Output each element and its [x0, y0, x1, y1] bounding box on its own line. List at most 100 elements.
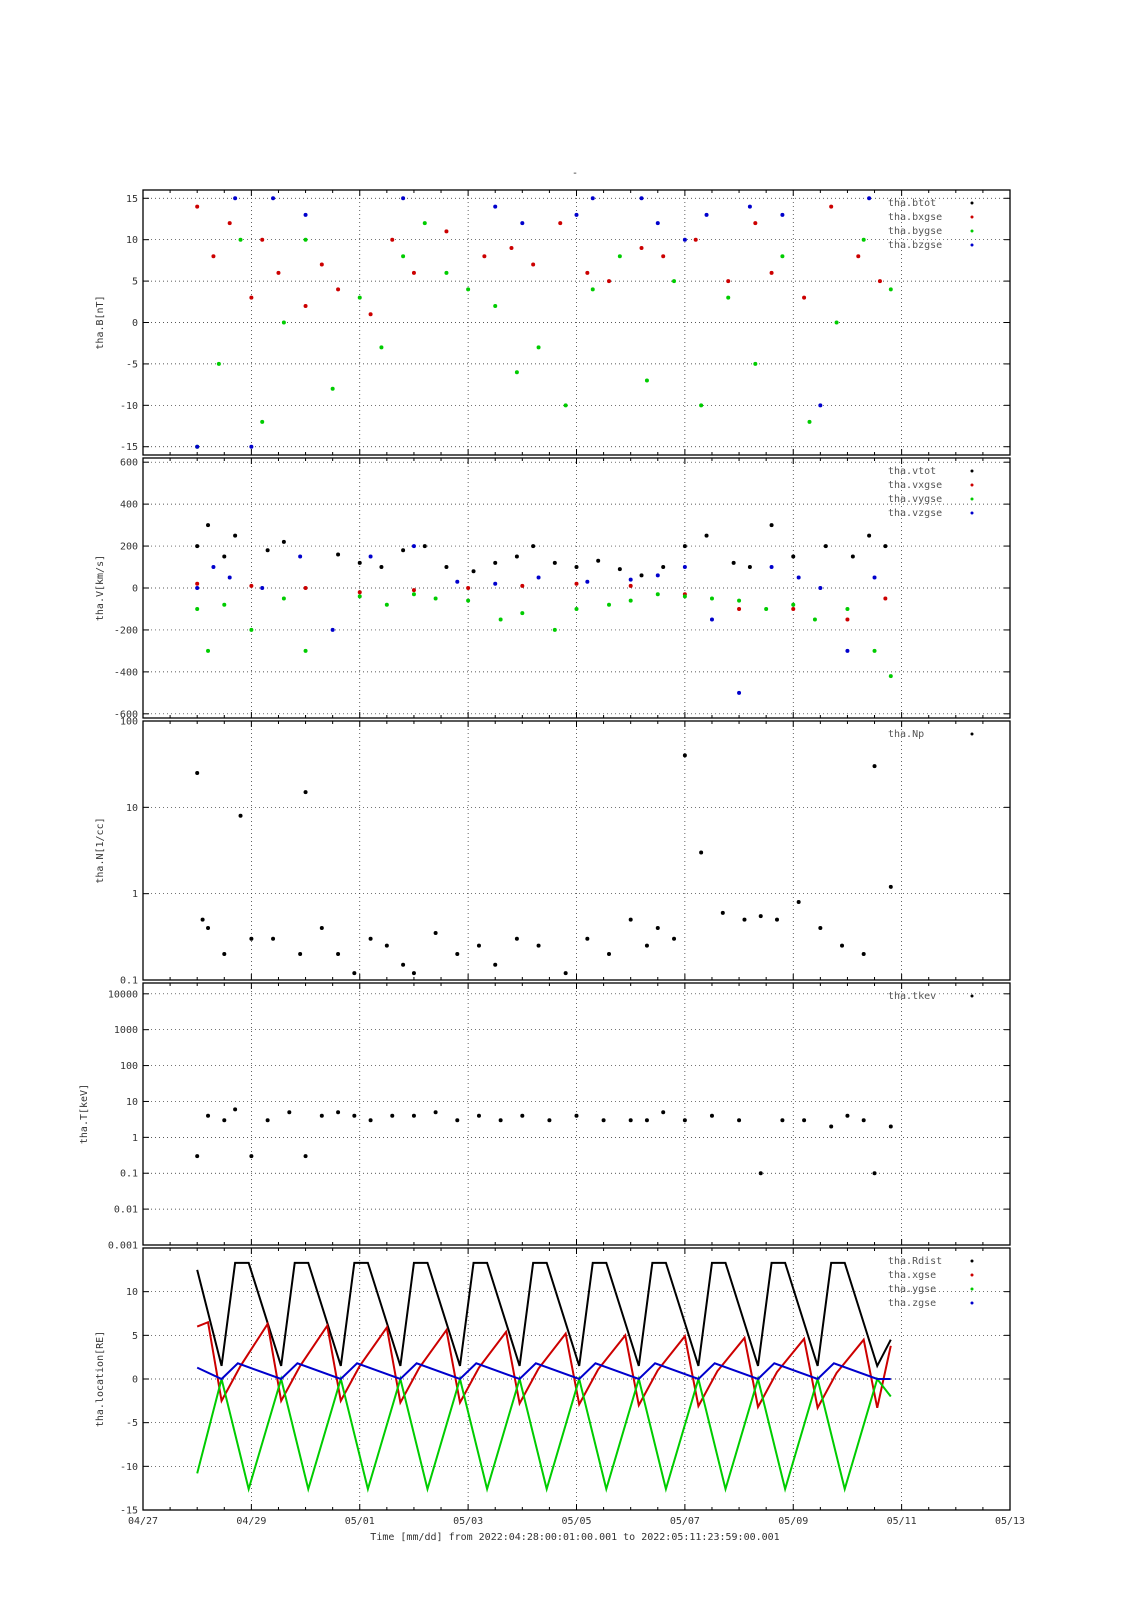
data-point-tha-bygse: [780, 254, 785, 259]
data-point-tha-vzgse: [227, 575, 232, 580]
data-point-tha-Np: [644, 943, 649, 948]
data-point-tha-vtot: [336, 552, 341, 557]
data-point-tha-tkev: [411, 1113, 416, 1118]
legend-entry: tha.bygse: [888, 226, 942, 237]
y-tick-label: 0: [132, 318, 138, 329]
data-point-tha-bxgse: [531, 262, 536, 267]
data-point-tha-Np: [720, 910, 725, 915]
y-tick-label: 400: [120, 500, 138, 511]
x-tick-label: 05/13: [995, 1516, 1025, 1527]
data-point-tha-vzgse: [769, 565, 774, 570]
data-point-tha-bxgse: [607, 279, 612, 284]
data-point-tha-vygse: [737, 598, 742, 603]
data-point-tha-vtot: [617, 567, 622, 572]
data-point-tha-Np: [536, 943, 541, 948]
data-point-tha-vxgse: [791, 606, 796, 611]
data-point-tha-tkev: [476, 1113, 481, 1118]
data-point-tha-bygse: [493, 303, 498, 308]
data-point-tha-bxgse: [482, 254, 487, 259]
data-point-tha-bygse: [536, 345, 541, 350]
data-point-tha-bygse: [260, 419, 265, 424]
data-point-tha-vzgse: [195, 586, 200, 590]
panels-group: 151050-5-10-15tha.B[nT]tha.btottha.bxgse…: [79, 189, 1011, 1517]
data-point-tha-tkev: [547, 1118, 552, 1123]
legend-marker: [970, 469, 974, 473]
data-point-tha-vtot: [357, 560, 362, 565]
x-axis-title: Time [mm/dd] from 2022:04:28:00:01:00.00…: [370, 1532, 779, 1543]
data-point-tha-vygse: [303, 648, 308, 653]
data-point-tha-Np: [319, 926, 324, 931]
data-point-tha-vxgse: [845, 617, 850, 622]
data-point-tha-vzgse: [455, 579, 460, 584]
y-tick-label: 0.01: [114, 1205, 138, 1216]
data-point-tha-vtot: [639, 573, 644, 578]
data-point-tha-vygse: [574, 606, 579, 611]
legend-entry: tha.Np: [888, 729, 924, 740]
data-point-tha-vtot: [444, 565, 449, 570]
y-tick-label: 200: [120, 542, 138, 553]
data-point-tha-Np: [352, 971, 357, 976]
data-point-tha-tkev: [249, 1154, 254, 1159]
y-tick-label: -600: [114, 709, 138, 720]
data-point-tha-vygse: [682, 594, 687, 599]
y-tick-label: 600: [120, 458, 138, 469]
legend-marker: [970, 1273, 974, 1277]
panel-frame: [142, 1247, 1011, 1511]
data-point-tha-Np: [796, 900, 801, 905]
legend-marker: [970, 201, 974, 205]
data-point-tha-vzgse: [585, 579, 590, 584]
data-point-tha-vzgse: [872, 575, 877, 580]
data-point-tha-vzgse: [330, 627, 335, 632]
data-point-tha-vzgse: [211, 565, 216, 570]
y-tick-label: 100: [120, 717, 138, 728]
y-tick-label: 1: [132, 889, 138, 900]
x-tick-label: 05/01: [345, 1516, 375, 1527]
data-point-tha-tkev: [872, 1171, 877, 1176]
y-tick-label: 0.001: [108, 1241, 138, 1252]
data-point-tha-bygse: [590, 287, 595, 292]
data-point-tha-bxgse: [661, 254, 666, 259]
data-point-tha-tkev: [661, 1110, 666, 1115]
data-point-tha-bxgse: [856, 254, 861, 259]
legend-marker: [970, 497, 974, 501]
data-point-tha-vzgse: [818, 586, 823, 590]
data-point-tha-vzgse: [682, 565, 687, 570]
data-point-tha-bygse: [357, 295, 362, 300]
data-point-tha-bygse: [466, 287, 471, 292]
panel-4: 10000 1000 100 10 1 0.1 0.01 0.001 tha.T[keV] tha…: [79, 982, 1011, 1252]
y-tick-label: 5: [132, 1331, 138, 1342]
y-tick-label: 10: [126, 235, 138, 246]
data-point-tha-vzgse: [628, 577, 633, 582]
data-point-tha-tkev: [303, 1154, 308, 1159]
y-tick-label: 0: [132, 584, 138, 595]
data-point-tha-vygse: [281, 596, 286, 601]
data-point-tha-vtot: [422, 544, 427, 549]
data-point-tha-bygse: [888, 287, 893, 292]
data-point-tha-Np: [514, 936, 519, 941]
legend-entry: tha.tkev: [888, 991, 936, 1002]
data-point-tha-bxgse: [368, 312, 373, 317]
data-point-tha-Np: [563, 971, 568, 976]
data-point-tha-bxgse: [877, 279, 882, 284]
panel-3: 100 10 1 0.1 tha.N[1/cc] tha.Np: [95, 717, 1011, 987]
data-point-tha-vtot: [531, 544, 536, 549]
data-point-tha-Np: [271, 936, 276, 941]
legend-marker: [970, 243, 974, 247]
data-point-tha-tkev: [336, 1110, 341, 1115]
y-tick-label: 10000: [108, 989, 138, 1000]
x-axis: 04/27 04/29 05/01 05/03 05/05 05/07 05/09 05/11…: [128, 1516, 1025, 1527]
data-point-tha-bxgse: [303, 303, 308, 308]
legend-entry: tha.vtot: [888, 466, 936, 477]
data-point-tha-bygse: [726, 295, 731, 300]
data-point-tha-Np: [699, 850, 704, 855]
data-point-tha-bzgse: [520, 221, 525, 226]
y-tick-label: 100: [120, 1061, 138, 1072]
data-point-tha-vzgse: [709, 617, 714, 622]
data-point-tha-Np: [840, 943, 845, 948]
data-point-tha-tkev: [829, 1124, 834, 1129]
panel-frame: [142, 982, 1011, 1246]
legend-entry: tha.zgse: [888, 1298, 936, 1309]
y-tick-label: 0.1: [120, 1169, 138, 1180]
panel-2: 600 400 200 0 -200 -400 -600 tha.V[km/s] tha.vto…: [95, 457, 1011, 720]
panel-5: 10 5 0 -5 -10 -15 tha.location[RE] tha.Rdist tha…: [95, 1247, 1011, 1517]
